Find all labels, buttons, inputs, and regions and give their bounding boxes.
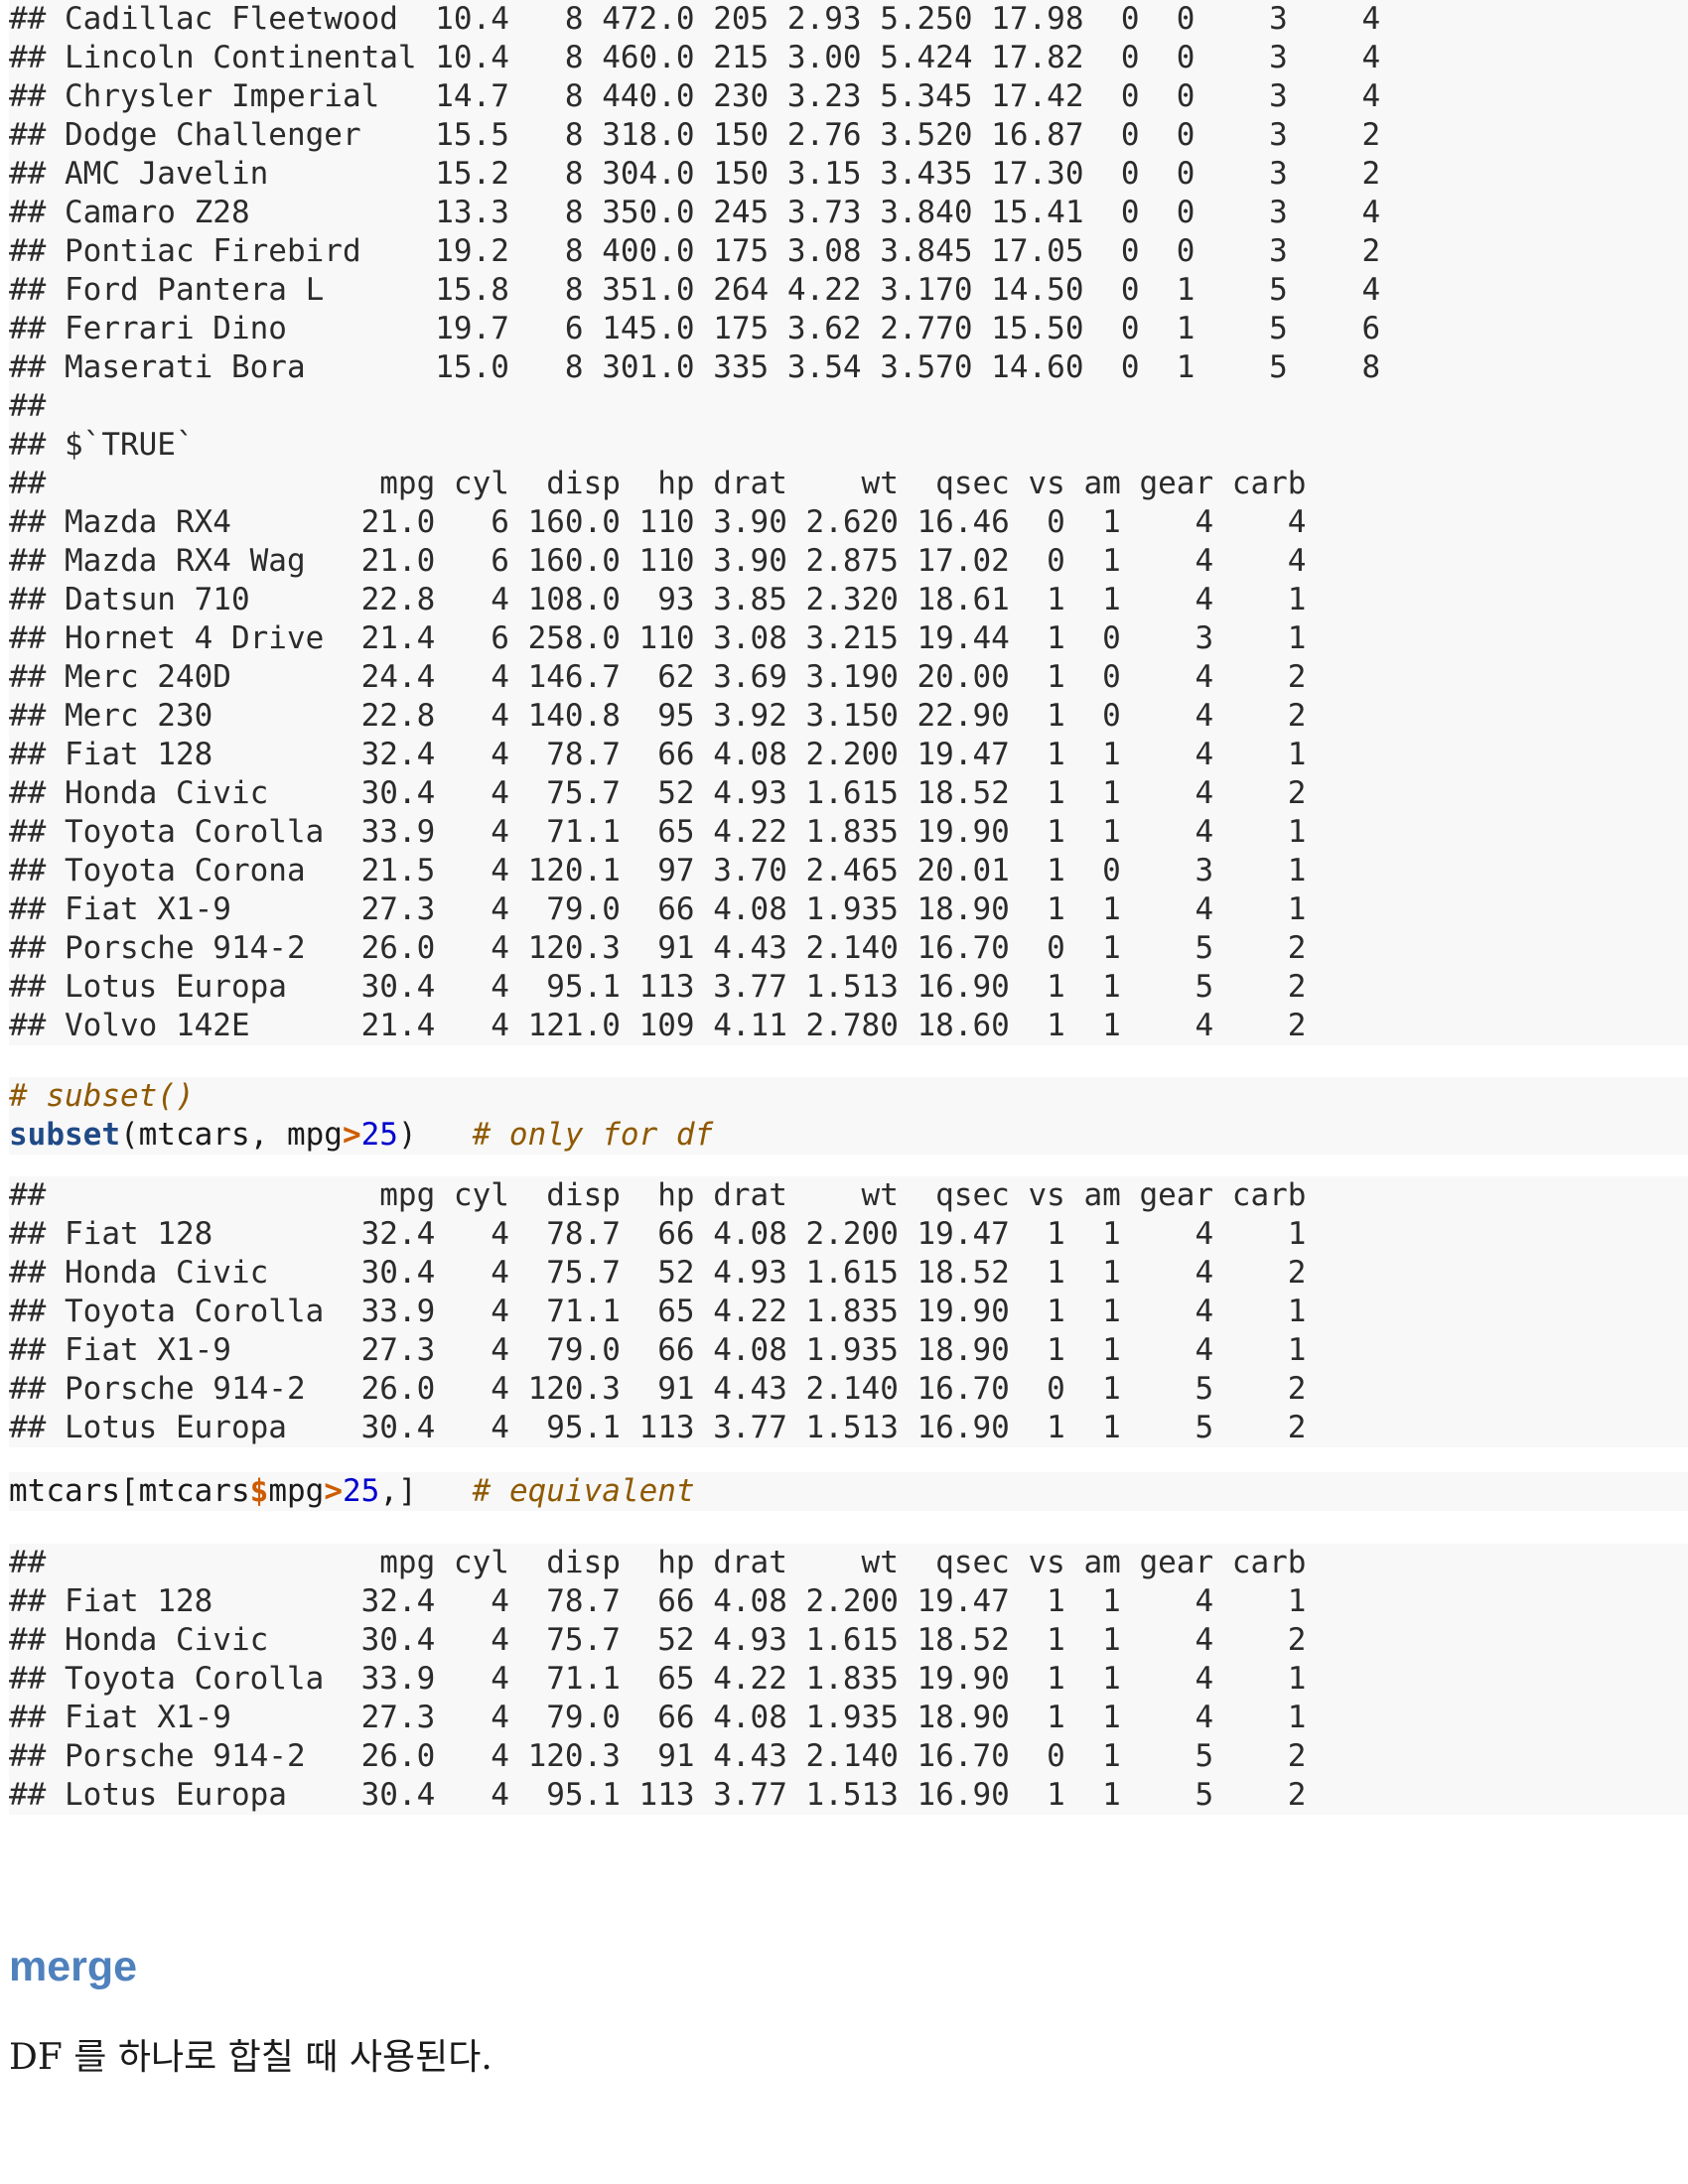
output-line: ## Porsche 914-2 26.0 4 120.3 91 4.43 2.…: [9, 930, 1307, 966]
output-line: ## Mazda RX4 21.0 6 160.0 110 3.90 2.620…: [9, 504, 1307, 540]
code-comment-subset: # subset(): [9, 1078, 195, 1114]
output-block-subset: ## mpg cyl disp hp drat wt qsec vs am ge…: [9, 1176, 1688, 1447]
output-line: ## Porsche 914-2 26.0 4 120.3 91 4.43 2.…: [9, 1738, 1307, 1774]
output-line: ## Volvo 142E 21.4 4 121.0 109 4.11 2.78…: [9, 1008, 1307, 1043]
output-line: ## Datsun 710 22.8 4 108.0 93 3.85 2.320…: [9, 582, 1307, 617]
output-line: ## mpg cyl disp hp drat wt qsec vs am ge…: [9, 1545, 1307, 1580]
output-line: ## Fiat X1-9 27.3 4 79.0 66 4.08 1.935 1…: [9, 1700, 1307, 1735]
output-line: ## mpg cyl disp hp drat wt qsec vs am ge…: [9, 1177, 1307, 1213]
output-block-bracket: ## mpg cyl disp hp drat wt qsec vs am ge…: [9, 1544, 1688, 1815]
output-line: ## Honda Civic 30.4 4 75.7 52 4.93 1.615…: [9, 775, 1307, 811]
output-line: ## Honda Civic 30.4 4 75.7 52 4.93 1.615…: [9, 1622, 1307, 1658]
output-line: ## Hornet 4 Drive 21.4 6 258.0 110 3.08 …: [9, 620, 1307, 656]
output-line: ## Lotus Europa 30.4 4 95.1 113 3.77 1.5…: [9, 1410, 1307, 1445]
function-name: subset: [9, 1117, 120, 1153]
output-line: ## Fiat X1-9 27.3 4 79.0 66 4.08 1.935 1…: [9, 891, 1307, 927]
output-line: ## Honda Civic 30.4 4 75.7 52 4.93 1.615…: [9, 1255, 1307, 1291]
section-paragraph: DF 를 하나로 합칠 때 사용된다.: [9, 2037, 492, 2078]
output-line: ## mpg cyl disp hp drat wt qsec vs am ge…: [9, 466, 1307, 501]
output-line: ## $`TRUE`: [9, 427, 195, 463]
code-line-subset-call: subset(mtcars, mpg>25) # only for df: [9, 1117, 714, 1153]
output-line: ## Toyota Corolla 33.9 4 71.1 65 4.22 1.…: [9, 814, 1307, 850]
output-line: ## Dodge Challenger 15.5 8 318.0 150 2.7…: [9, 117, 1381, 153]
output-line: ## Merc 240D 24.4 4 146.7 62 3.69 3.190 …: [9, 659, 1307, 695]
output-line: ## Fiat 128 32.4 4 78.7 66 4.08 2.200 19…: [9, 1216, 1307, 1252]
output-line: ## Fiat 128 32.4 4 78.7 66 4.08 2.200 19…: [9, 1583, 1307, 1619]
output-line: ## Ford Pantera L 15.8 8 351.0 264 4.22 …: [9, 272, 1381, 308]
output-line: ##: [9, 388, 47, 424]
output-line: ## Mazda RX4 Wag 21.0 6 160.0 110 3.90 2…: [9, 543, 1307, 579]
output-line: ## Ferrari Dino 19.7 6 145.0 175 3.62 2.…: [9, 311, 1381, 346]
output-line: ## Lincoln Continental 10.4 8 460.0 215 …: [9, 40, 1381, 75]
output-line: ## Camaro Z28 13.3 8 350.0 245 3.73 3.84…: [9, 195, 1381, 230]
output-line: ## Toyota Corona 21.5 4 120.1 97 3.70 2.…: [9, 853, 1307, 888]
output-line: ## Chrysler Imperial 14.7 8 440.0 230 3.…: [9, 78, 1381, 114]
code-line-bracket-index: mtcars[mtcars$mpg>25,] # equivalent: [9, 1473, 695, 1509]
output-block-mtcars-split: ## Cadillac Fleetwood 10.4 8 472.0 205 2…: [9, 0, 1688, 1045]
section-heading-merge: merge: [9, 1943, 138, 1990]
code-block-bracket-index: mtcars[mtcars$mpg>25,] # equivalent: [9, 1472, 1688, 1511]
output-line: ## Lotus Europa 30.4 4 95.1 113 3.77 1.5…: [9, 969, 1307, 1005]
output-line: ## Fiat X1-9 27.3 4 79.0 66 4.08 1.935 1…: [9, 1332, 1307, 1368]
output-line: ## Porsche 914-2 26.0 4 120.3 91 4.43 2.…: [9, 1371, 1307, 1407]
output-line: ## Fiat 128 32.4 4 78.7 66 4.08 2.200 19…: [9, 737, 1307, 772]
output-line: ## Merc 230 22.8 4 140.8 95 3.92 3.150 2…: [9, 698, 1307, 734]
code-block-subset: # subset() subset(mtcars, mpg>25) # only…: [9, 1077, 1688, 1155]
output-line: ## Toyota Corolla 33.9 4 71.1 65 4.22 1.…: [9, 1294, 1307, 1329]
output-line: ## AMC Javelin 15.2 8 304.0 150 3.15 3.4…: [9, 156, 1381, 192]
output-line: ## Cadillac Fleetwood 10.4 8 472.0 205 2…: [9, 1, 1381, 37]
output-line: ## Maserati Bora 15.0 8 301.0 335 3.54 3…: [9, 349, 1381, 385]
output-line: ## Toyota Corolla 33.9 4 71.1 65 4.22 1.…: [9, 1661, 1307, 1697]
output-line: ## Pontiac Firebird 19.2 8 400.0 175 3.0…: [9, 233, 1381, 269]
output-line: ## Lotus Europa 30.4 4 95.1 113 3.77 1.5…: [9, 1777, 1307, 1813]
